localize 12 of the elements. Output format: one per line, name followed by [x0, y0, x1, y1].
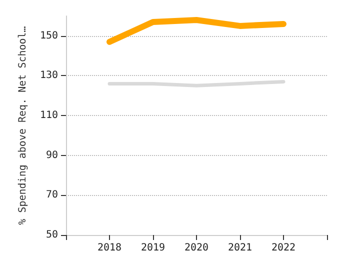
y-tick-label: 70 [46, 190, 58, 201]
x-tick-label: 2022 [271, 242, 296, 254]
y-axis-title: % Spending above Req. Net School… [18, 26, 28, 225]
y-tick-label: 90 [46, 150, 58, 161]
y-tick-label: 50 [46, 230, 58, 240]
x-tick-label: 2021 [228, 242, 252, 254]
y-tick-label: 110 [40, 110, 58, 122]
y-tick-label: 150 [40, 30, 58, 42]
x-tick-label: 2020 [184, 242, 209, 254]
x-tick-label: 2018 [97, 242, 122, 254]
y-tick-label: 130 [40, 70, 58, 82]
x-tick-label: 2019 [140, 242, 166, 254]
